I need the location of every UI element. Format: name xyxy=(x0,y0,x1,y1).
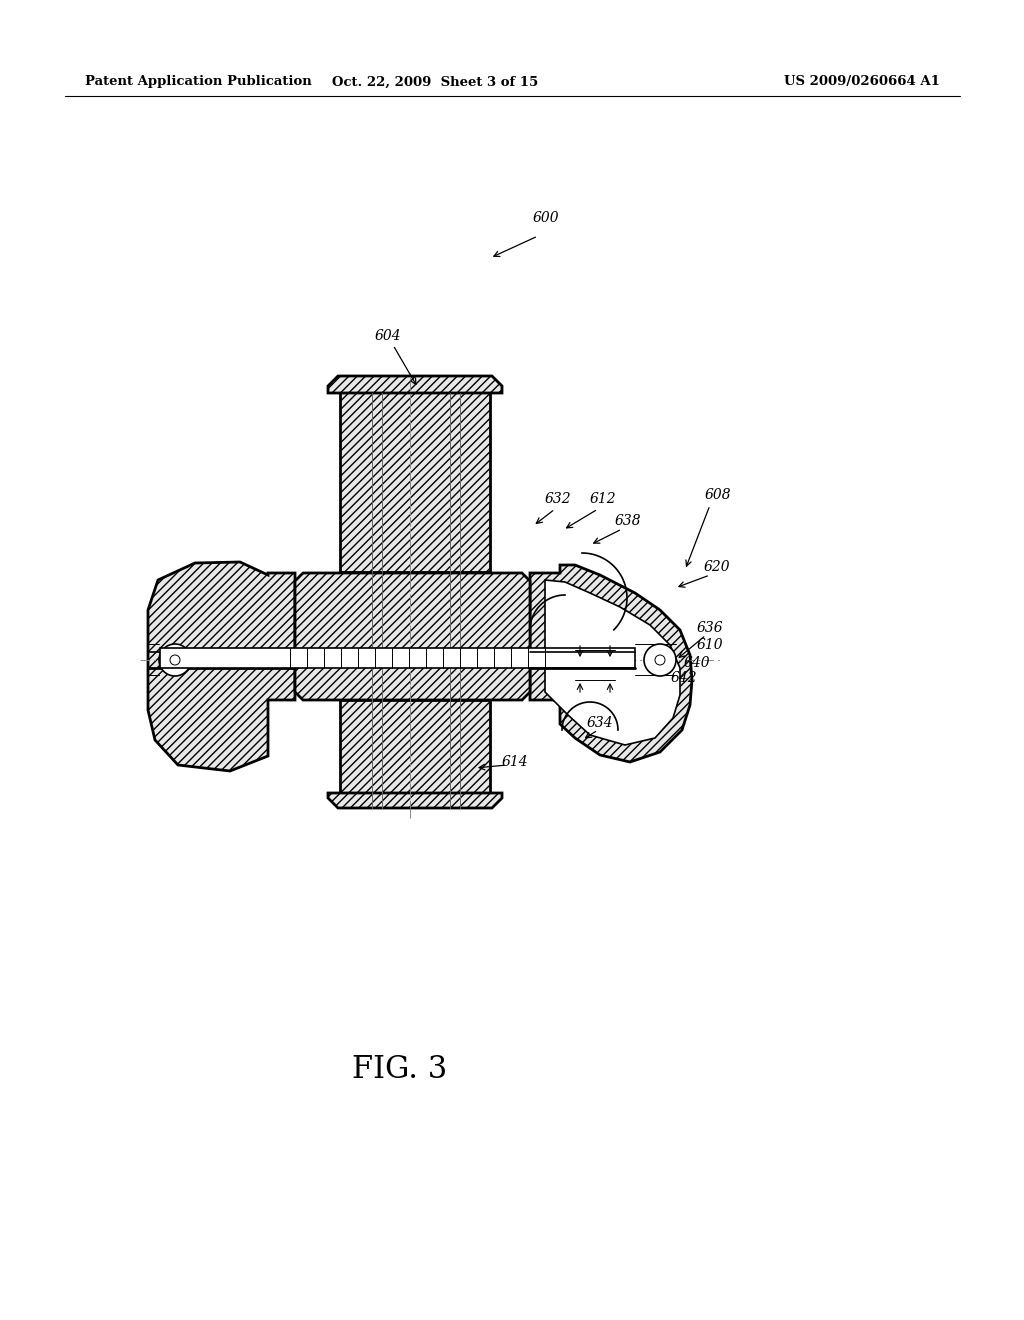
Polygon shape xyxy=(530,565,692,762)
Polygon shape xyxy=(340,388,490,572)
Polygon shape xyxy=(328,793,502,808)
Text: 640: 640 xyxy=(684,656,711,671)
Text: 636: 636 xyxy=(696,620,723,635)
Text: US 2009/0260664 A1: US 2009/0260664 A1 xyxy=(784,75,940,88)
Text: 600: 600 xyxy=(532,211,559,224)
Text: Oct. 22, 2009  Sheet 3 of 15: Oct. 22, 2009 Sheet 3 of 15 xyxy=(332,75,539,88)
Text: 610: 610 xyxy=(696,638,723,652)
Text: 608: 608 xyxy=(705,488,731,502)
Polygon shape xyxy=(545,579,680,744)
Text: FIG. 3: FIG. 3 xyxy=(352,1055,447,1085)
Circle shape xyxy=(170,655,180,665)
Circle shape xyxy=(644,644,676,676)
Text: 614: 614 xyxy=(502,755,528,770)
Polygon shape xyxy=(340,700,490,793)
Text: 642: 642 xyxy=(671,671,697,685)
Polygon shape xyxy=(295,573,530,700)
Text: 638: 638 xyxy=(614,513,641,528)
Polygon shape xyxy=(148,562,295,771)
Circle shape xyxy=(655,655,665,665)
Text: 620: 620 xyxy=(703,560,730,574)
Text: 612: 612 xyxy=(590,492,616,506)
Bar xyxy=(160,648,635,668)
Text: 632: 632 xyxy=(545,492,571,506)
Text: 634: 634 xyxy=(587,715,613,730)
Polygon shape xyxy=(328,376,502,393)
Text: Patent Application Publication: Patent Application Publication xyxy=(85,75,311,88)
Text: 604: 604 xyxy=(375,329,401,343)
Circle shape xyxy=(159,644,191,676)
